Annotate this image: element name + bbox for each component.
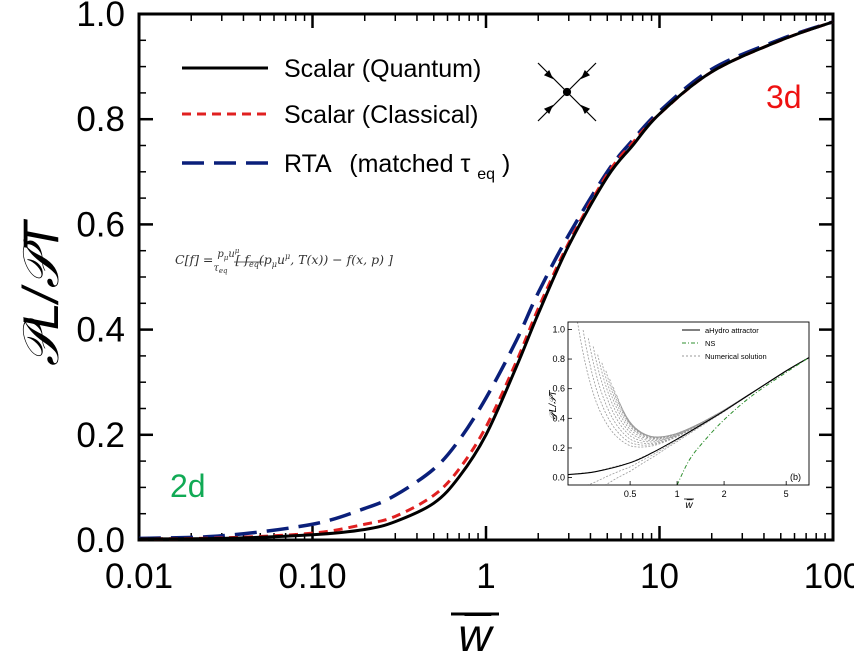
x-tick-label: 0.10 xyxy=(278,557,346,596)
inset-legend-numerical: Numerical solution xyxy=(705,352,767,361)
y-tick-label: 0.0 xyxy=(76,521,125,560)
y-tick-label: 0.4 xyxy=(76,311,125,350)
annotation-3d: 3d xyxy=(766,79,802,115)
series-scalar-quantum xyxy=(138,20,834,541)
inset-y-tick-label: 0.8 xyxy=(552,354,565,364)
series-rta xyxy=(138,20,834,541)
x-axis-title: w̅ xyxy=(451,609,499,661)
x-axis-title-text: w̅ xyxy=(458,609,494,661)
legend: Scalar (Quantum) Scalar (Classical) RTA … xyxy=(182,55,510,185)
inset-x-tick-label: 5 xyxy=(784,489,789,499)
x-tick-label: 0.01 xyxy=(105,557,173,596)
inset-x-axis-title: w̅ xyxy=(685,499,693,511)
y-tick-label: 0.2 xyxy=(76,416,125,455)
inset-y-tick-label: 0.6 xyxy=(552,384,565,394)
y-tick-label: 1.0 xyxy=(76,0,125,34)
legend-label-rta-sub: eq xyxy=(477,166,495,183)
inset-attractor-curve xyxy=(568,357,809,476)
x-tick-label: 10 xyxy=(640,557,679,596)
inset-y-axis-title: 𝒫L/𝒫T xyxy=(548,390,559,420)
inset-plot: 0.0 0.2 0.4 0.6 0.8 1.0 0.5 1 2 5 𝒫L/𝒫T w̅ (b) a… xyxy=(548,318,812,511)
legend-label-rta-close: ) xyxy=(502,150,510,178)
inset-x-tick-label: 1 xyxy=(675,489,680,499)
x-tick-label: 1 xyxy=(476,557,495,596)
legend-label-classical: Scalar (Classical) xyxy=(284,101,478,129)
inset-y-tick-label: 1.0 xyxy=(552,324,565,334)
inset-numerical-solution xyxy=(631,358,807,439)
inset-numerical-solution xyxy=(582,330,809,446)
legend-label-quantum: Scalar (Quantum) xyxy=(284,55,481,83)
y-axis-title: 𝒫L/𝒫T xyxy=(13,218,69,366)
inset-x-tick-label: 0.5 xyxy=(624,489,637,499)
x-tick-label: 100 xyxy=(804,557,854,596)
inset-panel-label: (b) xyxy=(790,472,801,482)
inset-legend-attractor: aHydro attractor xyxy=(705,326,759,335)
inset-x-tick-label: 2 xyxy=(722,489,727,499)
inset-legend-ns: NS xyxy=(705,339,715,348)
inset-y-tick-label: 0.0 xyxy=(552,473,565,483)
legend-label-rta-paren: (matched τ xyxy=(349,150,470,178)
inset-frame xyxy=(567,321,810,486)
inset-y-tick-label: 0.2 xyxy=(552,443,565,453)
inset-y-tick-label: 0.4 xyxy=(552,413,565,423)
inset-ns-curve xyxy=(676,357,809,485)
scattering-vertex-diagram xyxy=(537,62,597,122)
legend-label-rta: RTA (matched τ eq ) xyxy=(284,150,510,185)
inset-numerical-solution xyxy=(605,357,809,485)
y-tick-label: 0.8 xyxy=(76,100,125,139)
y-tick-label: 0.6 xyxy=(76,205,125,244)
legend-label-rta-name: RTA xyxy=(284,150,332,178)
inset-legend: aHydro attractor NS Numerical solution xyxy=(682,326,767,361)
collision-kernel-equation: C[f] = pμuμ τeq[ feq(pμuμ, T(x)) − f(x, p… xyxy=(175,247,393,275)
annotation-2d: 2d xyxy=(170,468,206,504)
